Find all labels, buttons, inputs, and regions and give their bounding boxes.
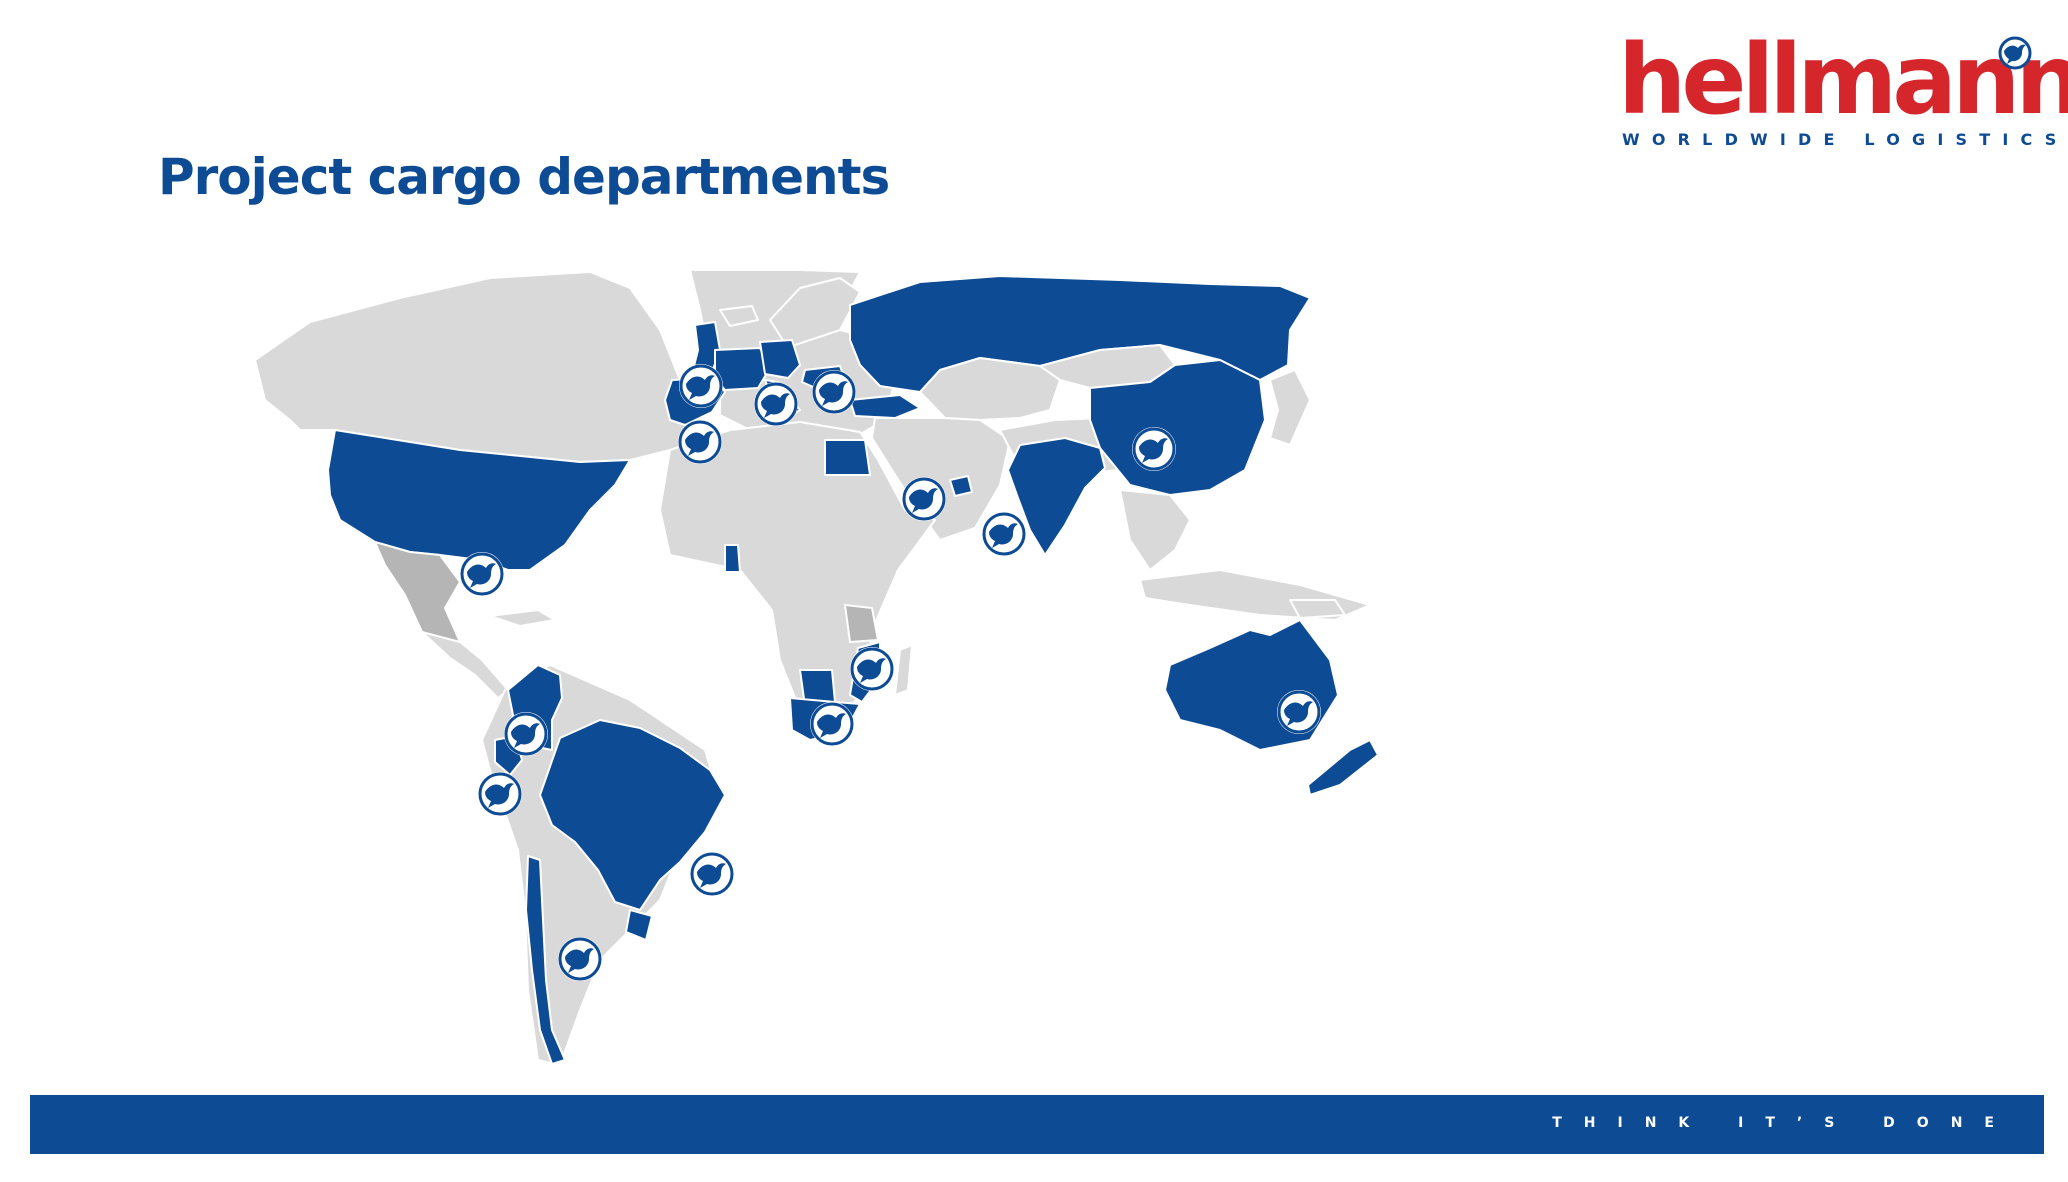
marker-ecuador[interactable] [476,770,524,818]
south-america [481,664,726,1066]
country-india [1007,437,1106,556]
country-middle-east [871,417,1011,541]
country-china [1089,359,1266,496]
marker-russia[interactable] [810,368,858,416]
logo-tagline: WORLDWIDE LOGISTICS [1622,130,2068,149]
marker-uae[interactable] [900,475,948,523]
marker-australia[interactable] [1275,688,1323,736]
logo-wordmark: hellmann [1618,24,2068,136]
marker-spain[interactable] [676,418,724,466]
marker-usa[interactable] [458,550,506,598]
country-iceland [719,305,759,327]
country-japan-korea [1269,369,1311,446]
footer-slogan: THINK IT’S DONE [1552,1115,2016,1131]
marker-united-kingdom[interactable] [677,362,725,410]
marker-colombia[interactable] [502,710,550,758]
marker-chile[interactable] [556,935,604,983]
country-uae [949,475,973,497]
country-caribbean [489,609,556,627]
country-usa [327,429,631,571]
marker-brazil[interactable] [688,850,736,898]
country-mexico [373,540,462,654]
country-madagascar [894,644,913,696]
country-chile [525,855,566,1065]
marker-china[interactable] [1130,425,1178,473]
country-egypt [824,439,871,476]
country-turkey [849,394,921,419]
page-title: Project cargo departments [158,148,890,206]
country-tanzania [843,603,880,644]
marker-mozambique[interactable] [848,645,896,693]
world-map [254,270,1379,1066]
country-australia [1164,619,1339,751]
country-southeast-asia [1119,489,1191,571]
hellmann-logo: hellmann WORLDWIDE LOGISTICS [1618,32,2068,154]
country-uruguay [625,909,653,941]
marker-germany[interactable] [752,380,800,428]
marker-india[interactable] [980,510,1028,558]
country-canada-alaska [254,271,701,463]
country-brazil [539,719,726,911]
country-ghana [724,544,741,573]
oceania [1164,599,1379,796]
crane-bird-icon [1998,36,2032,70]
country-new-zealand [1307,739,1379,796]
footer-bar: THINK IT’S DONE [30,1095,2044,1154]
country-papua-new-guinea [1289,599,1346,619]
country-central-america [421,631,509,699]
asia [871,344,1371,621]
marker-south-africa[interactable] [808,700,856,748]
country-germany-austria [759,339,801,379]
